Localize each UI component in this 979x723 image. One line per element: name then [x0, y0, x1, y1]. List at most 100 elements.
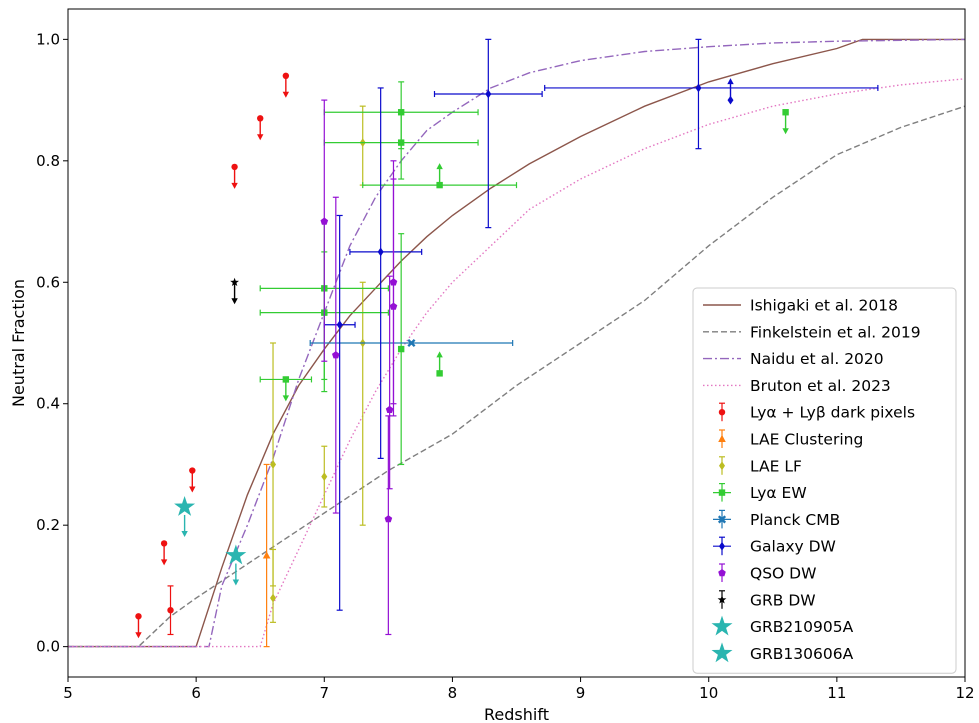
data-marker: [231, 163, 238, 171]
legend-box: [692, 287, 957, 674]
data-marker: [225, 544, 247, 565]
legend-label: LAE Clustering: [750, 431, 863, 449]
data-point: [385, 275, 394, 490]
data-point: [544, 38, 879, 150]
x-tick-label: 7: [320, 684, 330, 702]
limit-arrow-head: [231, 182, 238, 189]
y-tick-label: 1.0: [36, 30, 60, 48]
x-axis: 5 6 7 8 9 10 11 12: [63, 677, 975, 702]
y-tick-label: 0.6: [36, 273, 60, 291]
series-group: [230, 277, 239, 305]
y-axis-label: Neutral Fraction: [9, 279, 28, 407]
data-marker: [718, 489, 726, 496]
x-tick-label: 5: [63, 684, 73, 702]
data-marker: [727, 95, 734, 105]
data-point: [362, 163, 518, 189]
x-axis-label: Redshift: [484, 705, 549, 723]
data-marker: [385, 405, 394, 413]
legend-entry: LAE LF: [719, 456, 802, 475]
legend-entry: Naidu et al. 2020: [703, 350, 884, 368]
data-marker: [384, 515, 393, 523]
legend-entry: Galaxy DW: [713, 536, 836, 556]
limit-arrow-head: [189, 486, 196, 493]
data-point: [320, 99, 329, 362]
data-point: [225, 544, 247, 586]
data-point: [270, 342, 277, 587]
series-group: [174, 496, 196, 537]
data-marker: [782, 109, 789, 116]
legend-label: Ishigaki et al. 2018: [750, 297, 898, 315]
legend-entry: Lyα + Lyβ dark pixels: [718, 402, 915, 422]
data-marker: [230, 277, 239, 286]
data-point: [262, 463, 271, 648]
data-marker: [717, 515, 727, 524]
legend-entry: LAE Clustering: [718, 429, 863, 449]
data-point: [257, 115, 264, 141]
series-group: [270, 105, 366, 623]
series-group: [225, 544, 247, 586]
limit-arrow-head: [160, 559, 168, 566]
data-marker: [407, 338, 416, 348]
data-point: [332, 196, 340, 514]
curve-line: [68, 38, 965, 648]
x-tick-label: 6: [191, 684, 201, 702]
data-point: [384, 415, 393, 636]
data-marker: [174, 496, 196, 516]
limit-arrow-head: [282, 395, 290, 402]
y-tick-label: 0.4: [36, 395, 60, 413]
curve-line: [68, 105, 966, 648]
data-marker: [320, 217, 329, 225]
data-marker: [719, 541, 725, 551]
data-point: [189, 467, 196, 493]
limit-arrow-head: [257, 134, 264, 141]
legend-label: Lyα EW: [750, 484, 807, 502]
data-point: [359, 105, 366, 186]
data-marker: [282, 72, 290, 80]
series-group: [135, 72, 290, 639]
data-marker: [282, 376, 290, 383]
legend-label: QSO DW: [750, 565, 816, 583]
limit-arrow-head: [232, 579, 240, 586]
data-point: [397, 233, 405, 466]
legend-entry: GRB DW: [717, 590, 816, 609]
data-marker: [167, 607, 174, 614]
data-marker: [257, 115, 264, 122]
limit-arrow-head: [181, 530, 188, 537]
legend-label: Bruton et al. 2023: [750, 377, 891, 395]
data-marker: [718, 434, 726, 442]
data-point: [174, 496, 196, 537]
plot-frame: [67, 8, 966, 678]
data-marker: [719, 461, 725, 471]
legend-label: Galaxy DW: [750, 538, 836, 556]
data-marker: [485, 89, 492, 99]
y-axis: 0.0 0.2 0.4 0.6 0.8 1.0: [36, 30, 68, 656]
data-point: [135, 613, 142, 639]
data-point: [282, 72, 290, 98]
data-point: [309, 338, 514, 348]
data-marker: [160, 540, 168, 547]
legend-entry: QSO DW: [718, 563, 816, 583]
data-marker: [336, 320, 343, 330]
y-tick-label: 0.0: [36, 638, 60, 656]
legend-label: Naidu et al. 2020: [750, 350, 884, 368]
data-point: [167, 585, 174, 636]
data-point: [433, 38, 543, 229]
series-group: [320, 99, 398, 636]
data-marker: [332, 351, 340, 359]
data-points: [135, 38, 879, 648]
data-marker: [397, 345, 405, 353]
limit-arrow-head: [231, 298, 238, 305]
data-marker: [695, 83, 702, 93]
data-marker: [270, 593, 277, 603]
x-tick-label: 9: [576, 684, 586, 702]
data-point: [259, 376, 313, 402]
series-group: [309, 338, 514, 348]
limit-arrow-head: [135, 632, 142, 639]
data-marker: [718, 409, 726, 416]
x-tick-label: 8: [448, 684, 458, 702]
data-marker: [436, 370, 443, 377]
legend-label: LAE LF: [750, 457, 802, 475]
legend-entry: Lyα EW: [713, 483, 807, 502]
data-marker: [321, 472, 328, 481]
limit-arrow-head: [282, 91, 290, 98]
